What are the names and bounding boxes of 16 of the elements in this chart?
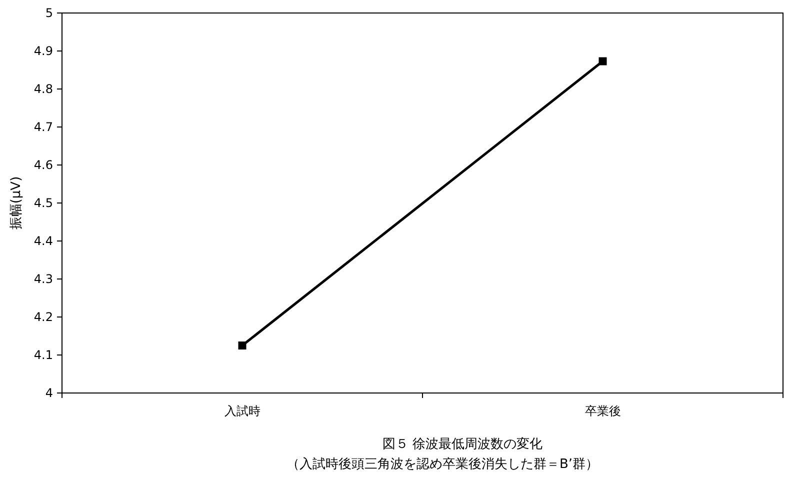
y-tick-label: 4.1	[34, 348, 53, 362]
y-tick-label: 4.3	[34, 272, 53, 286]
y-tick-label: 4.6	[34, 158, 53, 172]
y-tick-label: 4.9	[34, 44, 53, 58]
text: 図５ 徐波最低周波数の変化	[382, 436, 543, 452]
y-tick-label: 4.5	[34, 196, 53, 210]
x-tick-label: 卒業後	[584, 404, 621, 418]
text: （入試時後頭三角波を認め卒業後消失した群＝B’群）	[286, 457, 599, 472]
y-tick-label: 5	[45, 6, 53, 20]
x-tick-label: 入試時	[224, 404, 260, 418]
y-axis-title: 振幅(μV)	[9, 176, 24, 230]
y-tick-label: 4	[45, 386, 53, 400]
y-tick-label: 4.7	[34, 120, 53, 134]
y-tick-label: 4.4	[34, 234, 53, 248]
y-tick-label: 4.8	[34, 82, 53, 96]
y-tick-label: 4.2	[34, 310, 53, 324]
